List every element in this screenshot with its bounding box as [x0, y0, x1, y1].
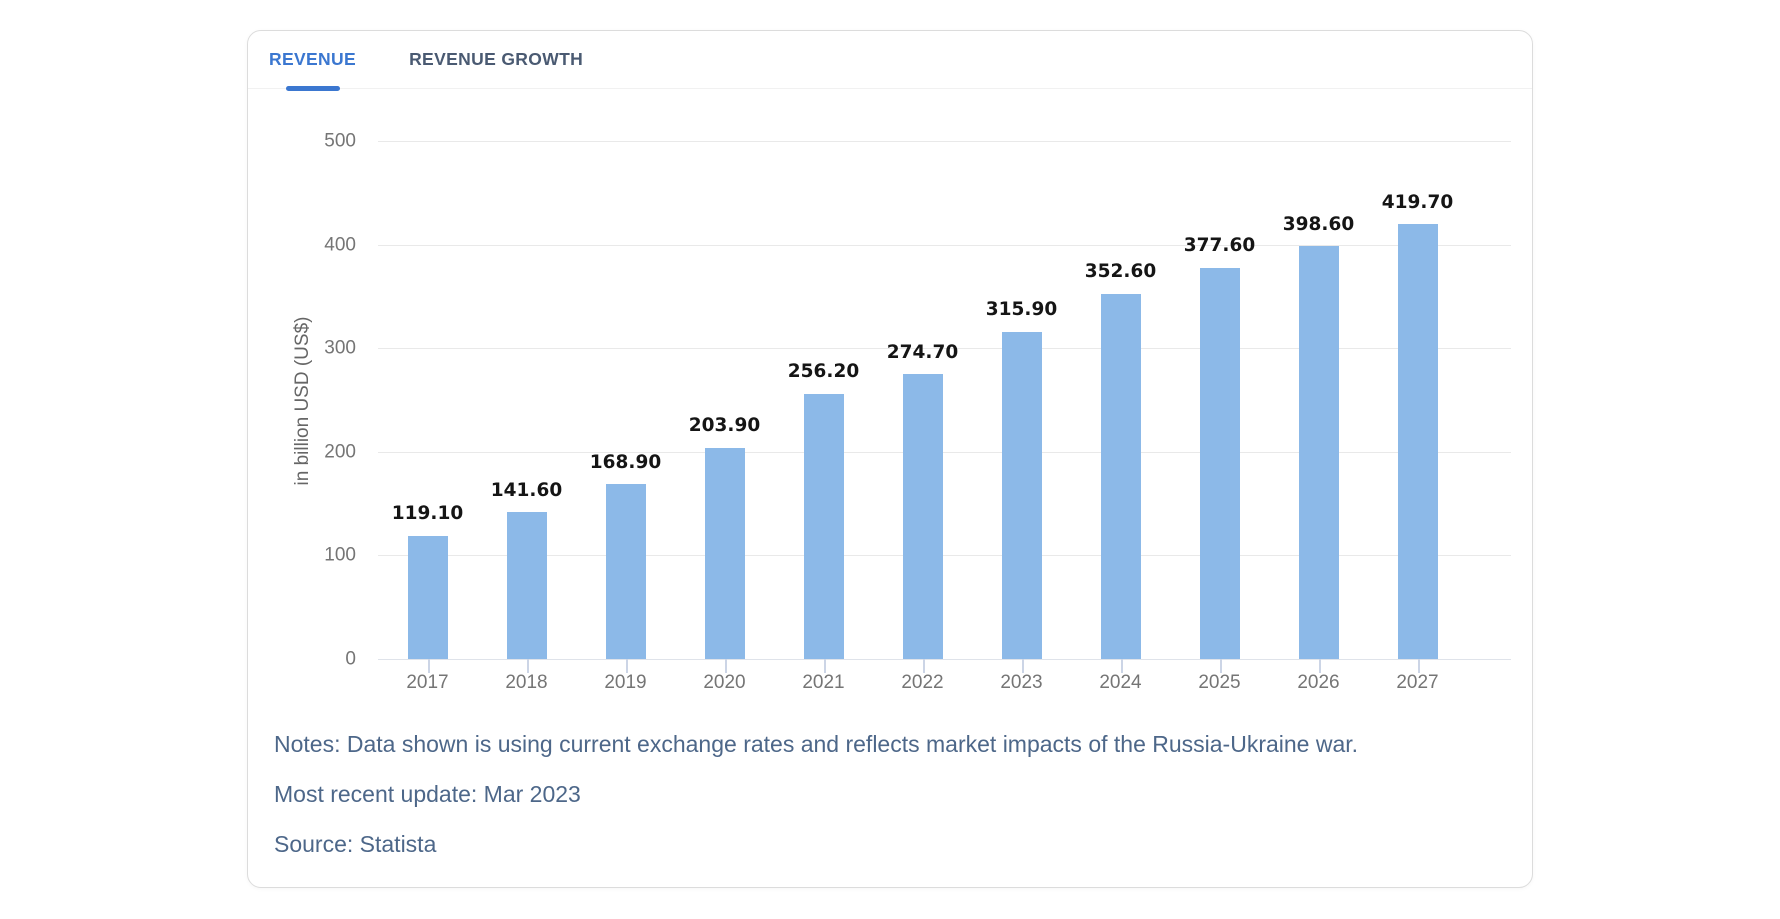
bar-slot-2025: 377.60 2025 [1170, 141, 1269, 693]
x-label-2019: 2019 [604, 672, 647, 693]
bar-value-2023: 315.90 [985, 299, 1058, 321]
gridline-100 [378, 555, 1511, 557]
chart-notes: Notes: Data shown is using current excha… [274, 731, 1359, 757]
bar-slot-2019: 168.90 2019 [576, 141, 675, 693]
y-tick-400: 400 [324, 234, 356, 256]
x-label-2020: 2020 [703, 672, 746, 693]
bar-2023[interactable] [1001, 331, 1042, 659]
y-tick-100: 100 [324, 544, 356, 566]
bar-slot-2017: 119.10 2017 [378, 141, 477, 693]
tab-revenue-growth[interactable]: REVENUE GROWTH [409, 49, 584, 69]
bar-slot-2018: 141.60 2018 [477, 141, 576, 693]
bar-2017[interactable] [407, 535, 448, 659]
x-tick-2017 [427, 659, 430, 673]
chart-card: REVENUE REVENUE GROWTH in billion USD (U… [247, 30, 1533, 888]
x-tick-2024 [1120, 659, 1123, 673]
x-label-2024: 2024 [1099, 672, 1142, 693]
chart-source: Source: Statista [274, 831, 437, 857]
x-tick-2022 [922, 659, 925, 673]
chart-update: Most recent update: Mar 2023 [274, 781, 581, 807]
tab-bar: REVENUE REVENUE GROWTH [248, 31, 1532, 89]
bar-chart: in billion USD (US$) 0 100 200 300 400 500 119… [248, 89, 1532, 729]
gridline-400 [378, 244, 1511, 246]
x-label-2017: 2017 [406, 672, 449, 693]
y-tick-200: 200 [324, 441, 356, 463]
x-label-2021: 2021 [802, 672, 845, 693]
x-label-2027: 2027 [1396, 672, 1439, 693]
bar-2021[interactable] [803, 393, 844, 659]
x-tick-2025 [1219, 659, 1222, 673]
bar-slot-2020: 203.90 2020 [675, 141, 774, 693]
bar-2025[interactable] [1199, 267, 1240, 659]
x-tick-2023 [1021, 659, 1024, 673]
x-tick-2019 [625, 659, 628, 673]
x-label-2023: 2023 [1000, 672, 1043, 693]
gridline-300 [378, 348, 1511, 350]
bar-value-2026: 398.60 [1282, 213, 1355, 235]
bar-value-2022: 274.70 [886, 341, 959, 363]
bar-slot-2024: 352.60 2024 [1071, 141, 1170, 693]
bar-2018[interactable] [506, 512, 547, 659]
bar-2022[interactable] [902, 374, 943, 659]
x-label-2026: 2026 [1297, 672, 1340, 693]
x-tick-2026 [1318, 659, 1321, 673]
bar-value-2027: 419.70 [1381, 191, 1454, 213]
y-tick-0: 0 [345, 648, 356, 670]
chart-footer: Notes: Data shown is using current excha… [274, 731, 1506, 881]
bar-2026[interactable] [1298, 246, 1339, 659]
gridline-0 [378, 659, 1511, 660]
tab-revenue[interactable]: REVENUE [269, 31, 356, 88]
bars-container: 119.10 2017 141.60 2018 168.90 2019 203.90 2020… [378, 141, 1467, 693]
x-tick-2027 [1417, 659, 1420, 673]
bar-value-2020: 203.90 [688, 415, 761, 437]
x-label-2025: 2025 [1198, 672, 1241, 693]
x-tick-2020 [724, 659, 727, 673]
bar-value-2018: 141.60 [490, 479, 563, 501]
bar-slot-2023: 315.90 2023 [972, 141, 1071, 693]
x-label-2022: 2022 [901, 672, 944, 693]
bar-slot-2026: 398.60 2026 [1269, 141, 1368, 693]
bar-2024[interactable] [1100, 293, 1141, 659]
bar-slot-2021: 256.20 2021 [774, 141, 873, 693]
bar-value-2017: 119.10 [391, 503, 464, 525]
bar-2027[interactable] [1397, 224, 1438, 659]
bar-slot-2022: 274.70 2022 [873, 141, 972, 693]
gridline-200 [378, 451, 1511, 453]
bar-value-2021: 256.20 [787, 361, 860, 383]
x-label-2018: 2018 [505, 672, 548, 693]
bar-value-2024: 352.60 [1084, 261, 1157, 283]
gridline-500 [378, 141, 1511, 142]
x-tick-2021 [823, 659, 826, 673]
plot-area: 0 100 200 300 400 500 119.10 2017 141.60 2018 168.… [324, 132, 1511, 693]
bar-slot-2027: 419.70 2027 [1368, 141, 1467, 693]
y-tick-300: 300 [324, 337, 356, 359]
bar-value-2019: 168.90 [589, 451, 662, 473]
bar-value-2025: 377.60 [1183, 235, 1256, 257]
y-tick-500: 500 [324, 130, 356, 152]
x-tick-2018 [526, 659, 529, 673]
bar-2019[interactable] [605, 484, 646, 659]
bar-2020[interactable] [704, 447, 745, 659]
